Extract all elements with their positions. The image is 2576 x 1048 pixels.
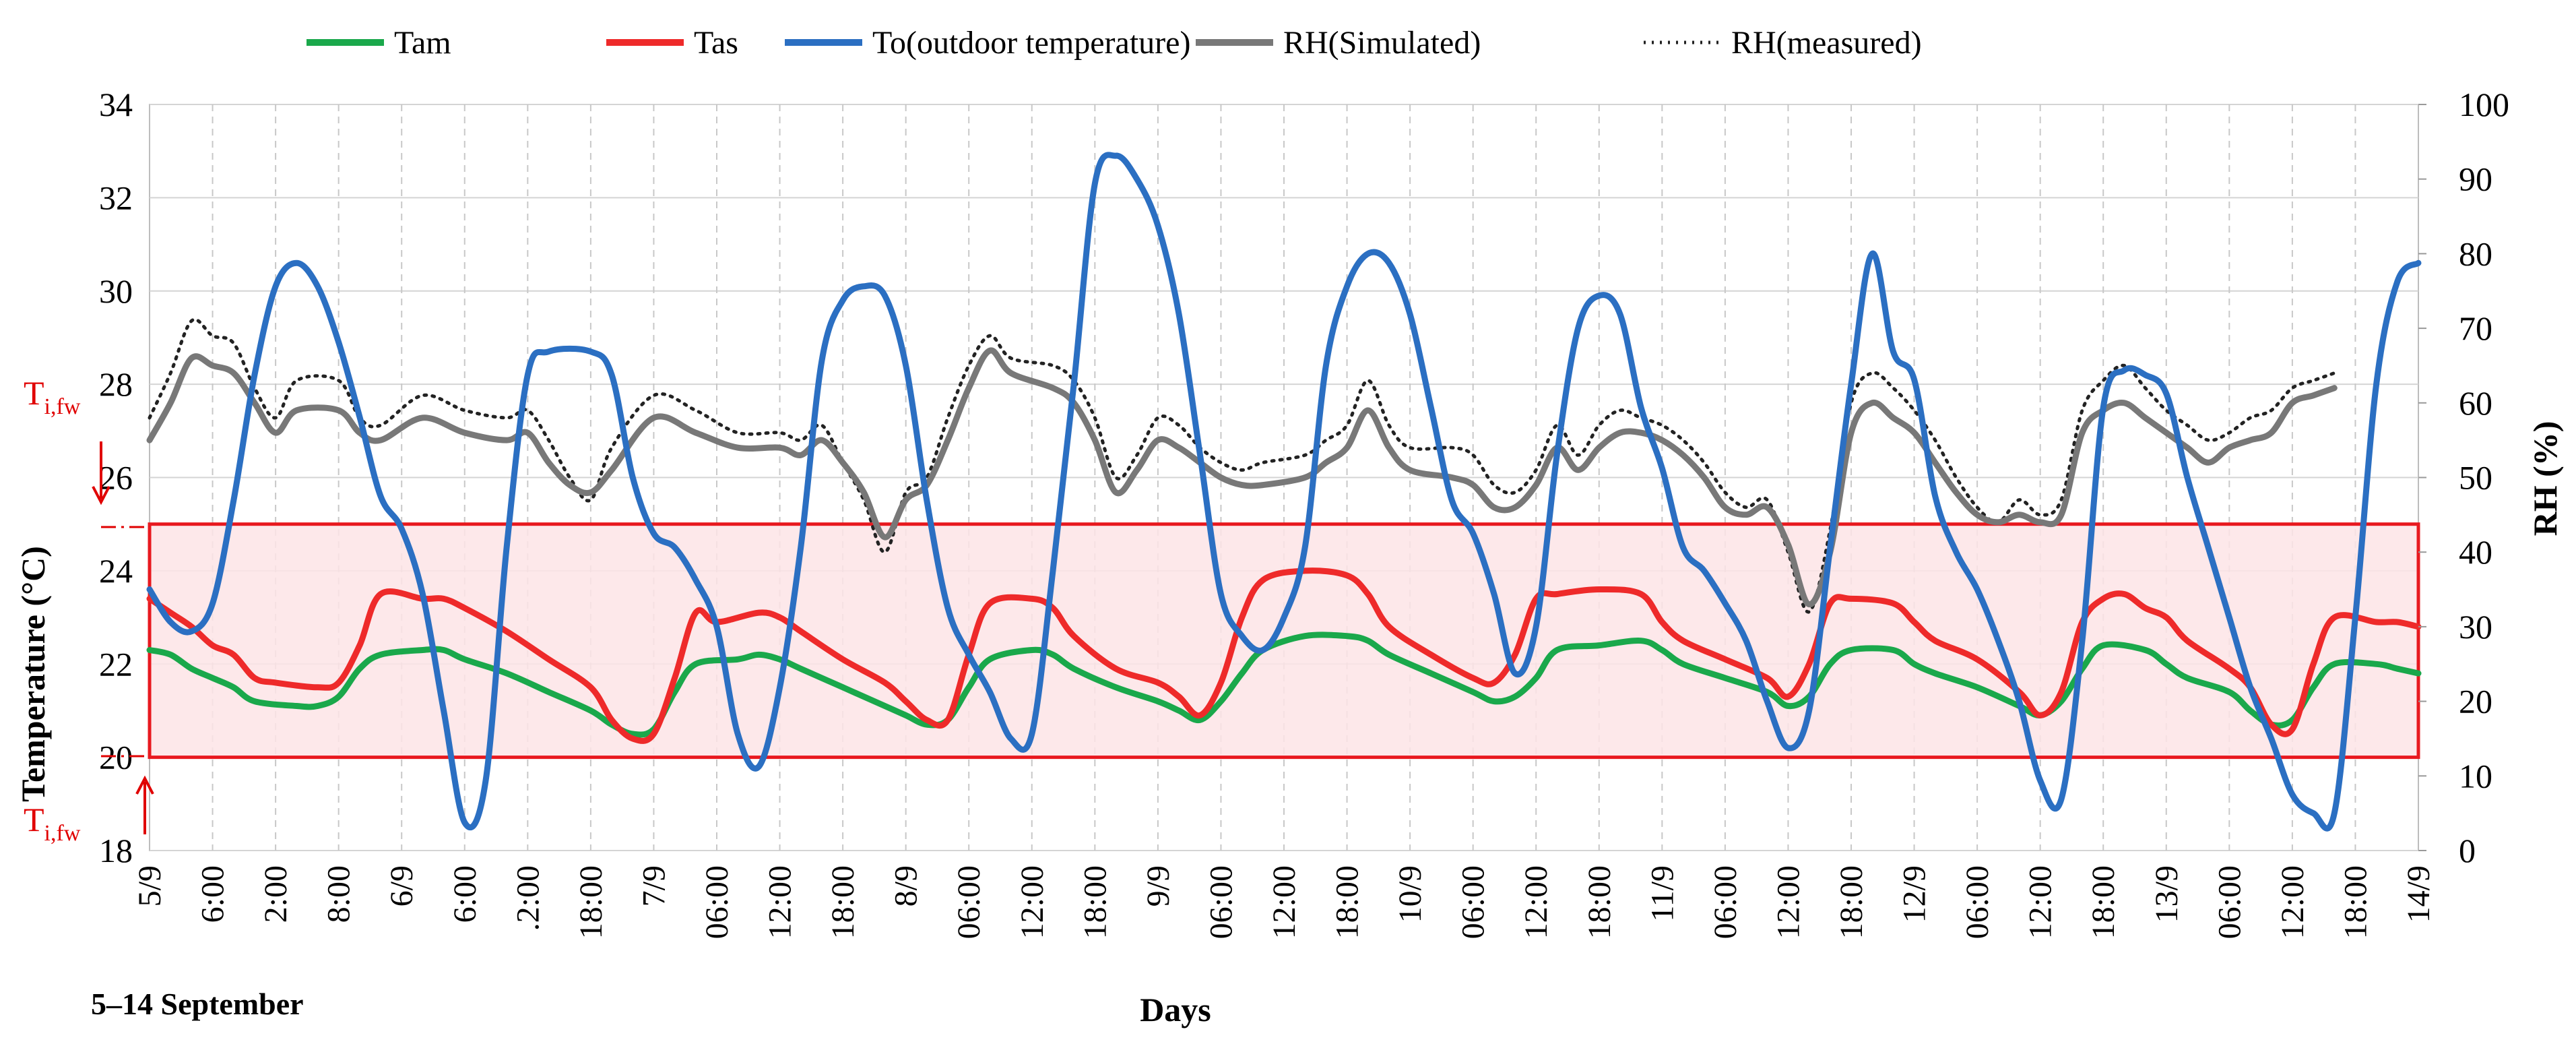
series-line-rh-simulated (146, 347, 2338, 608)
y-left-tick-label: 18 (99, 832, 133, 869)
x-tick-label: 12:00 (2275, 865, 2311, 939)
x-tick-label: 06:00 (1203, 865, 1239, 939)
x-tick-label: 12:00 (1015, 865, 1050, 939)
x-tick-label: 8/9 (889, 865, 924, 906)
x-tick-label: 18:00 (1582, 865, 1617, 939)
y-right-tick-label: 100 (2459, 86, 2509, 123)
y-right-tick-label: 60 (2459, 384, 2492, 422)
tifw-upper-arrowhead (92, 486, 110, 505)
y-right-tick-label: 80 (2459, 235, 2492, 272)
y-left-tick-label: 28 (99, 365, 133, 403)
y-left-tick-label: 26 (99, 459, 133, 497)
y-right-tick-label: 90 (2459, 160, 2492, 198)
x-tick-label: 10/9 (1392, 865, 1428, 923)
x-tick-label: 06:00 (699, 865, 735, 939)
legend-label: Tas (694, 25, 738, 61)
x-tick-label: 06:00 (1456, 865, 1491, 939)
x-tick-label: 18:00 (1834, 865, 1869, 939)
tifw-upper-annotation: Ti,fw (24, 374, 150, 528)
x-tick-label: 18:00 (573, 865, 609, 939)
tifw-lower-annotation: Ti,fw (24, 755, 154, 846)
x-tick-label: 9/9 (1140, 865, 1176, 906)
series-line-tam (146, 631, 2422, 738)
y-left-tick-label: 24 (99, 552, 133, 590)
figure-caption: 5–14 September (91, 987, 304, 1021)
y-axis-right-ticks: 0 10 20 30 40 50 60 70 80 90 100 (2418, 86, 2509, 869)
x-tick-label: 06:00 (951, 865, 987, 939)
x-tick-label: 8:00 (321, 865, 357, 923)
legend-label: RH(Simulated) (1283, 25, 1481, 61)
y-left-tick-label: 32 (99, 179, 133, 216)
x-tick-label: 12:00 (763, 865, 798, 939)
x-tick-label: 5/9 (132, 865, 168, 906)
x-tick-label: 6:00 (447, 865, 483, 923)
chart-legend: Tam Tas To(outdoor temperature) RH(Simulate… (307, 25, 1922, 61)
x-tick-label: 7/9 (636, 865, 672, 906)
x-tick-label: 18:00 (1330, 865, 1365, 939)
series-lines (146, 152, 2422, 832)
legend-label: RH(measured) (1731, 25, 1922, 61)
x-tick-label: 12:00 (1266, 865, 1302, 939)
y-right-tick-label: 0 (2459, 832, 2476, 869)
x-tick-label: .2:00 (510, 865, 546, 931)
x-tick-label: 6/9 (384, 865, 420, 906)
x-tick-label: 12:00 (1770, 865, 1806, 939)
y-right-tick-label: 20 (2459, 683, 2492, 720)
x-tick-label: 6:00 (195, 865, 231, 923)
tifw-upper-label: Ti,fw (24, 374, 81, 419)
x-tick-label: 18:00 (2338, 865, 2373, 939)
y-right-tick-label: 30 (2459, 608, 2492, 646)
x-tick-label: 06:00 (2212, 865, 2247, 939)
y-left-tick-label: 34 (99, 86, 133, 123)
x-tick-label: 12/9 (1897, 865, 1933, 923)
y-axis-left-title: Temperature (°C) (14, 546, 52, 802)
series-line-to-outdoor-temperature (146, 152, 2422, 832)
y-axis-left-ticks: 18 20 22 24 26 28 30 32 34 (99, 86, 133, 869)
x-tick-label: 18:00 (1077, 865, 1113, 939)
y-left-tick-label: 22 (99, 645, 133, 683)
y-left-tick-label: 20 (99, 739, 133, 776)
x-tick-label: 06:00 (1960, 865, 1995, 939)
x-tick-label: 14/9 (2401, 865, 2437, 923)
y-axis-right-title: RH (%) (2526, 421, 2564, 536)
x-tick-label: 18:00 (825, 865, 861, 939)
y-right-tick-label: 50 (2459, 459, 2492, 497)
x-tick-label: 11/9 (1644, 865, 1680, 922)
legend-label: Tam (394, 25, 451, 61)
tifw-lower-arrowhead (135, 775, 154, 795)
x-tick-label: 13/9 (2149, 865, 2185, 923)
y-right-tick-label: 40 (2459, 533, 2492, 571)
legend-label: To(outdoor temperature) (872, 25, 1190, 61)
x-tick-label: 18:00 (2086, 865, 2121, 939)
y-left-tick-label: 30 (99, 272, 133, 310)
y-right-tick-label: 10 (2459, 757, 2492, 795)
x-axis-title: Days (1140, 991, 1211, 1028)
x-tick-label: 12:00 (2023, 865, 2059, 939)
tifw-lower-label: Ti,fw (24, 801, 81, 846)
x-tick-label: 2:00 (258, 865, 294, 923)
x-tick-label: 12:00 (1518, 865, 1554, 939)
x-axis-ticks: 5/9 6:00 2:00 8:00 6/9 6:00 .2:00 18:00 7/9 06:00… (132, 865, 2437, 939)
plot-area (146, 104, 2422, 851)
y-right-tick-label: 70 (2459, 309, 2492, 347)
x-tick-label: 06:00 (1708, 865, 1743, 939)
